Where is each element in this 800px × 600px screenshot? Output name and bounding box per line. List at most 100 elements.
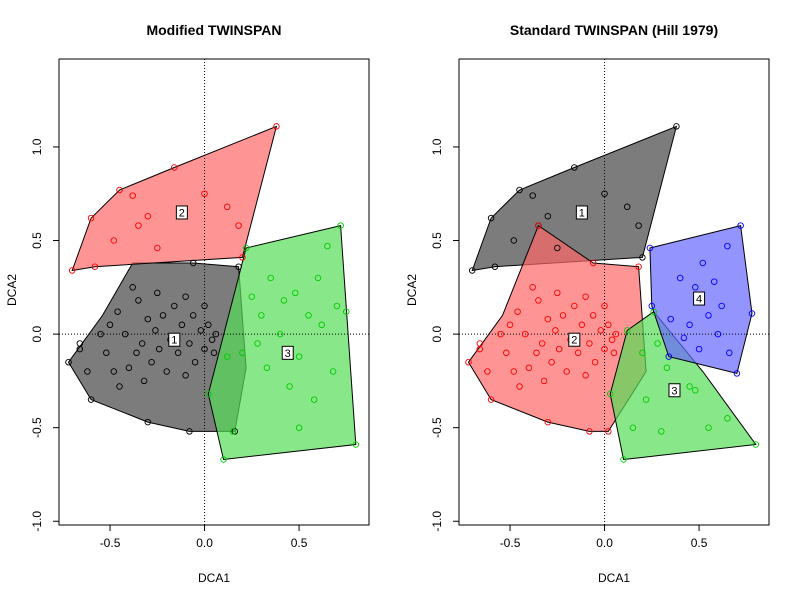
data-point [680, 334, 688, 342]
data-point [529, 284, 536, 291]
data-point [484, 368, 491, 375]
data-point [692, 284, 699, 291]
data-point [212, 330, 220, 338]
data-point [686, 383, 693, 390]
data-point [65, 358, 72, 366]
data-point [223, 353, 231, 360]
y-tick-label: 0.5 [430, 232, 444, 249]
x-tick-label: 0.5 [691, 536, 708, 550]
data-point [724, 242, 731, 250]
data-point [591, 358, 599, 366]
data-point [267, 274, 274, 282]
y-tick-label: 0.0 [30, 325, 44, 342]
data-point [324, 242, 331, 250]
data-point [540, 377, 548, 385]
data-point [748, 310, 756, 317]
data-point [710, 278, 718, 285]
data-point [582, 372, 589, 379]
data-point [239, 254, 246, 261]
data-point [635, 222, 642, 229]
data-point [648, 302, 656, 310]
data-point [68, 267, 76, 274]
y-tick-label: 0.5 [30, 232, 44, 249]
data-point [318, 321, 325, 329]
data-point [84, 368, 91, 375]
data-point [535, 297, 542, 304]
data-point [116, 186, 123, 194]
data-point [223, 203, 231, 211]
group-label-box [168, 332, 181, 347]
data-point [189, 259, 197, 267]
group-label: 3 [671, 385, 677, 397]
data-point [248, 293, 256, 300]
data-point [276, 330, 284, 338]
data-point [658, 428, 665, 435]
data-point [610, 349, 618, 357]
data-point [544, 315, 552, 323]
data-point [521, 330, 529, 338]
data-point [601, 302, 608, 310]
data-point [121, 330, 129, 338]
data-point [692, 387, 699, 394]
data-point [197, 327, 205, 334]
data-point [329, 368, 337, 375]
data-point [135, 297, 142, 304]
data-point [352, 441, 360, 448]
data-point [533, 349, 540, 357]
data-point [258, 312, 265, 319]
chart-title: Modified TWINSPAN [146, 22, 281, 38]
y-axis-label: DCA2 [5, 274, 19, 306]
data-point [106, 321, 114, 329]
data-point [578, 321, 586, 329]
group-label: 1 [579, 207, 585, 219]
y-tick-label: -0.5 [430, 417, 444, 438]
x-axis-label: DCA1 [598, 571, 630, 585]
hull-layer [67, 125, 357, 461]
data-point [182, 372, 189, 379]
data-point [606, 390, 614, 398]
data-point [114, 308, 121, 315]
data-point [295, 424, 303, 431]
group-2-hull [71, 125, 278, 272]
x-tick-label: -0.5 [500, 536, 521, 550]
data-point [280, 297, 288, 304]
data-point [171, 164, 178, 171]
data-point [310, 396, 318, 403]
data-point [465, 358, 472, 366]
data-point [586, 428, 593, 435]
data-point [571, 164, 578, 171]
data-point [144, 212, 152, 220]
data-point [582, 293, 589, 300]
data-point [535, 222, 542, 229]
data-point [586, 340, 593, 347]
data-point [714, 330, 722, 338]
data-point [506, 321, 514, 329]
data-point [97, 330, 104, 338]
data-point [605, 428, 612, 435]
data-point [148, 358, 155, 366]
data-point [125, 364, 133, 372]
data-point [642, 396, 650, 403]
data-point [152, 327, 159, 334]
data-point [333, 302, 341, 310]
chart-title: Standard TWINSPAN (Hill 1979) [510, 22, 718, 38]
data-point [726, 349, 733, 357]
y-tick-label: -1.0 [30, 511, 44, 532]
data-point [201, 190, 208, 197]
y-tick-label: -1.0 [430, 511, 444, 532]
data-point [191, 358, 199, 366]
data-point [116, 383, 123, 390]
data-point [705, 312, 712, 319]
data-point [608, 336, 616, 343]
group-label-box [568, 332, 581, 347]
data-point [343, 308, 350, 315]
data-point [76, 340, 84, 347]
data-point [525, 364, 533, 372]
data-point [242, 244, 250, 252]
data-point [686, 321, 693, 329]
data-point [554, 244, 561, 252]
group-label: 2 [179, 207, 185, 219]
data-point [87, 396, 95, 403]
x-axis-label: DCA1 [198, 571, 230, 585]
